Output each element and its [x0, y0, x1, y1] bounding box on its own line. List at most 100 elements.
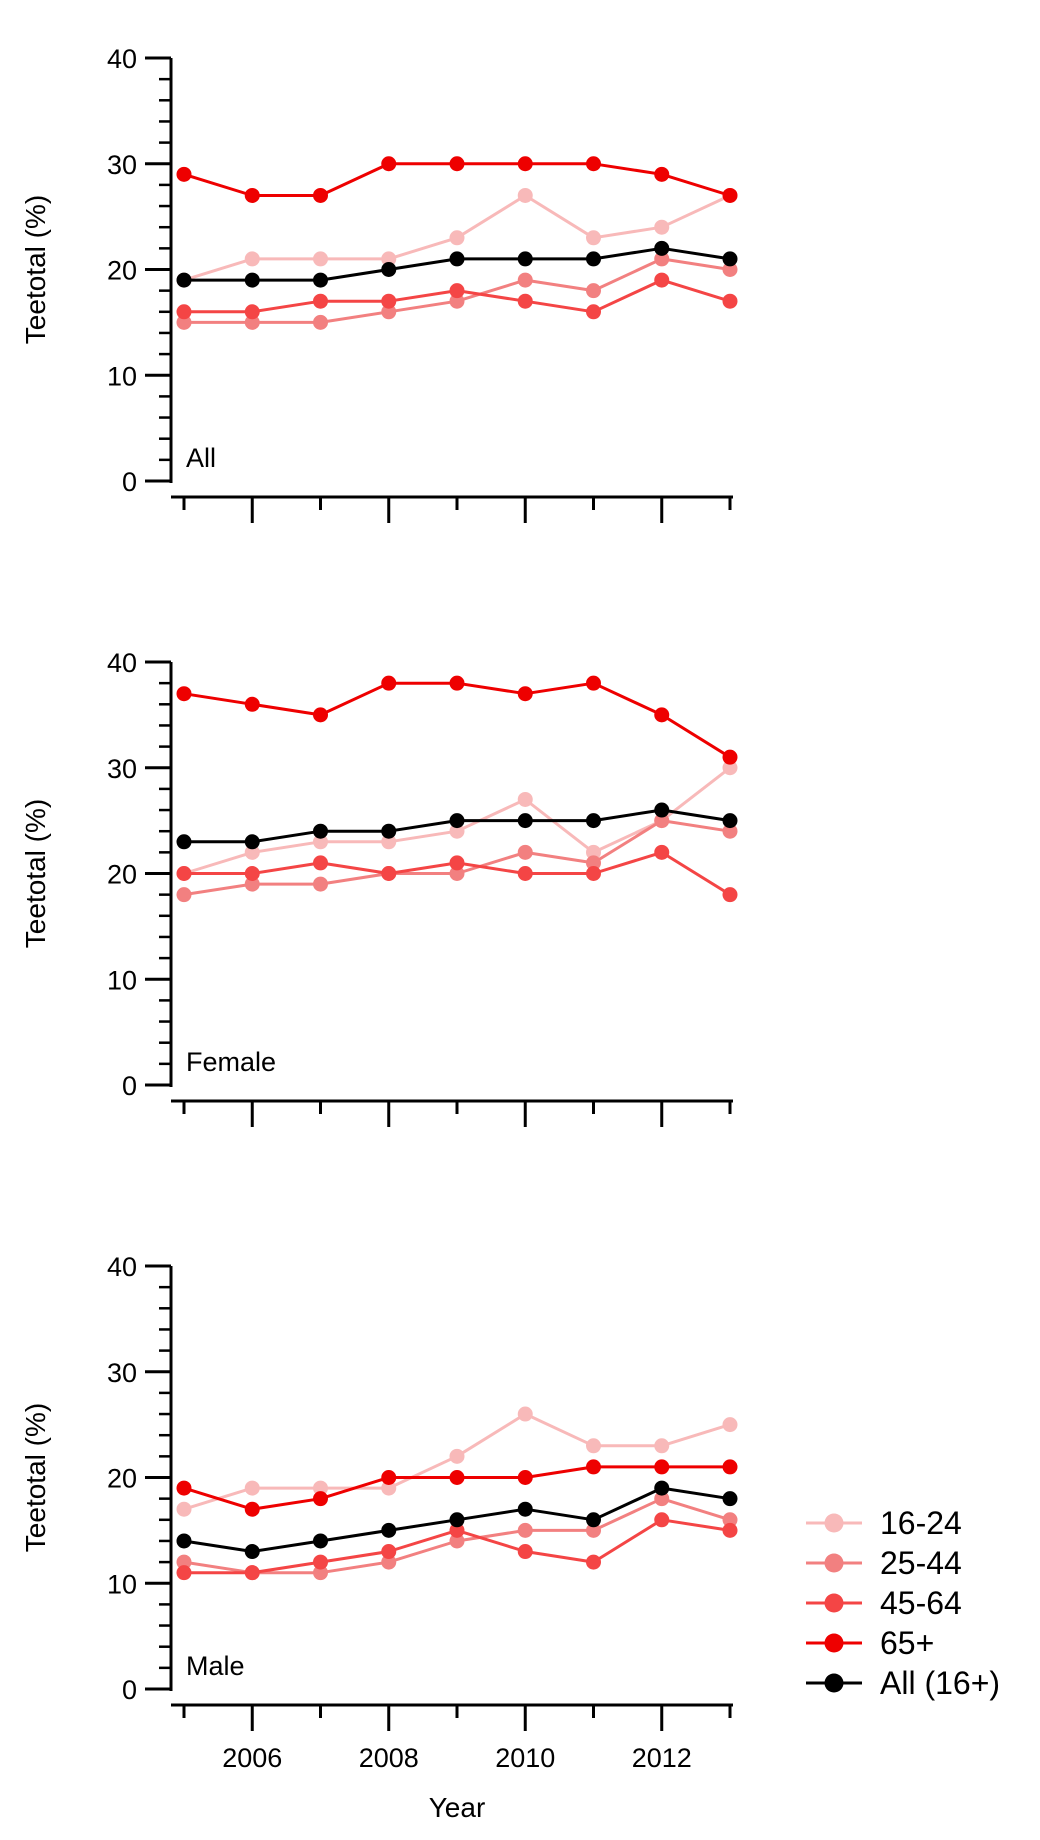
y-tick-label: 40 — [107, 648, 137, 678]
x-tick-label: 2006 — [222, 1743, 282, 1773]
data-point — [244, 187, 260, 203]
series-16-24 — [176, 187, 738, 288]
data-point — [517, 293, 533, 309]
data-point — [381, 823, 397, 839]
data-point — [586, 251, 601, 267]
x-tick-label: 2010 — [495, 1743, 555, 1773]
panel-label: Male — [186, 1651, 245, 1681]
data-point — [244, 272, 260, 288]
data-point — [586, 230, 601, 246]
data-point — [244, 304, 260, 320]
data-point — [313, 707, 328, 723]
data-point — [586, 813, 601, 829]
data-point — [313, 1491, 328, 1507]
data-point — [176, 1565, 192, 1581]
data-point — [722, 187, 738, 203]
data-point — [654, 272, 670, 288]
series-45-64 — [176, 844, 738, 903]
data-point — [586, 1522, 601, 1538]
data-point — [586, 156, 601, 172]
data-point — [449, 293, 465, 309]
legend-swatch-marker — [824, 1593, 844, 1613]
data-point — [722, 1417, 738, 1433]
data-point — [313, 834, 328, 850]
data-point — [381, 675, 397, 691]
data-point — [517, 1470, 533, 1485]
legend-swatch-marker — [824, 1673, 844, 1693]
y-tick-label: 20 — [107, 1464, 137, 1494]
data-point — [244, 696, 260, 712]
data-point — [654, 251, 670, 267]
series-25-44 — [176, 1491, 738, 1581]
data-point — [313, 855, 328, 871]
chart-panel-all: 0 10 20 30 40 Teetotal (%) All — [20, 44, 738, 523]
data-point — [517, 1544, 533, 1560]
series-16-24 — [176, 1406, 738, 1517]
legend-swatch-marker — [824, 1633, 844, 1653]
legend-item: 25-44 — [806, 1545, 962, 1581]
data-point — [449, 1522, 465, 1538]
data-point — [517, 156, 533, 172]
data-point — [586, 1438, 601, 1454]
data-point — [176, 866, 192, 881]
data-point — [654, 240, 670, 256]
legend-item: 16-24 — [806, 1505, 962, 1541]
data-point — [176, 1480, 192, 1496]
data-point — [313, 876, 328, 892]
data-point — [722, 262, 738, 277]
data-point — [449, 866, 465, 881]
data-point — [449, 1470, 465, 1485]
data-point — [176, 1533, 192, 1549]
series-all-16- — [176, 802, 738, 850]
data-point — [381, 866, 397, 881]
data-point — [176, 314, 192, 330]
panel-label: Female — [186, 1047, 276, 1077]
series-all-16- — [176, 1480, 738, 1560]
legend-item: All (16+) — [806, 1665, 1000, 1701]
data-point — [722, 760, 738, 776]
legend-swatch-marker — [824, 1513, 844, 1533]
data-point — [244, 876, 260, 892]
data-point — [381, 834, 397, 850]
data-point — [654, 813, 670, 829]
data-point — [313, 187, 328, 203]
data-point — [517, 844, 533, 860]
data-point — [586, 844, 601, 860]
data-point — [722, 1512, 738, 1528]
data-point — [654, 1438, 670, 1454]
legend-item: 45-64 — [806, 1585, 962, 1621]
series-65- — [176, 1459, 738, 1517]
data-point — [586, 1554, 601, 1570]
data-point — [244, 1565, 260, 1581]
data-point — [176, 1554, 192, 1570]
x-axis-title: Year — [429, 1792, 486, 1823]
data-point — [517, 1501, 533, 1517]
data-point — [722, 1459, 738, 1475]
legend-swatch-marker — [824, 1553, 844, 1573]
y-tick-label: 40 — [107, 1252, 137, 1282]
data-point — [176, 1501, 192, 1517]
data-point — [517, 251, 533, 267]
x-tick-label: 2012 — [632, 1743, 692, 1773]
data-point — [586, 855, 601, 871]
series-45-64 — [176, 1512, 738, 1581]
data-point — [313, 1565, 328, 1581]
data-point — [722, 1522, 738, 1538]
data-point — [517, 1406, 533, 1422]
data-point — [381, 293, 397, 309]
data-point — [244, 1480, 260, 1496]
data-point — [517, 686, 533, 702]
y-tick-label: 0 — [122, 1675, 137, 1705]
data-point — [381, 1544, 397, 1560]
chart-panel-male: 0 10 20 30 40 2006 2008 2010 2012 Teetotal (%) Yea… — [20, 1252, 738, 1823]
y-tick-label: 10 — [107, 1569, 137, 1599]
chart-panel-female: 0 10 20 30 40 Teetotal (%) Female — [20, 648, 738, 1127]
y-tick-label: 30 — [107, 1358, 137, 1388]
data-point — [381, 251, 397, 267]
data-point — [176, 166, 192, 182]
y-tick-label: 30 — [107, 754, 137, 784]
y-tick-label: 0 — [122, 467, 137, 497]
data-point — [517, 813, 533, 829]
data-point — [517, 187, 533, 203]
data-point — [313, 1554, 328, 1570]
